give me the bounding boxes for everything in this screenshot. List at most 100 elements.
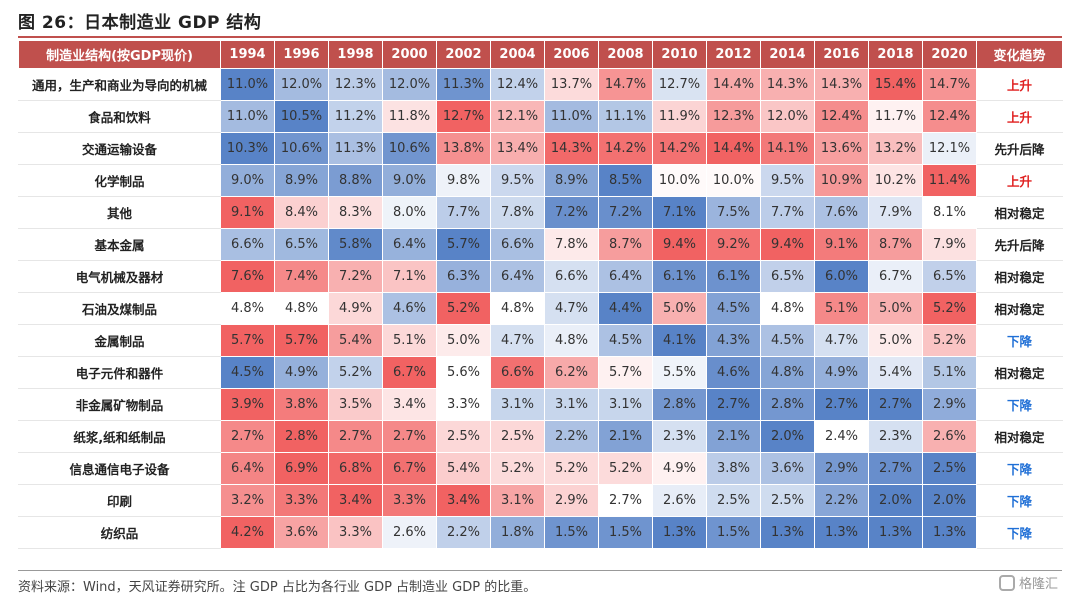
header-row: 制造业结构(按GDP现价) 1994 1996 1998 2000 2002 2004 20…: [18, 40, 1063, 69]
table-row: 纺织品 4.2% 3.6% 3.3% 2.6% 2.2% 1.8% 1.5% 1.5% 1.3% 1…: [18, 516, 1063, 549]
heat-cell: 12.4%: [814, 100, 869, 133]
heat-cell: 2.5%: [760, 484, 815, 517]
heat-cell: 5.2%: [598, 452, 653, 485]
heat-cell: 10.0%: [706, 164, 761, 197]
watermark-text: 格隆汇: [1018, 577, 1058, 592]
heat-cell: 2.9%: [814, 452, 869, 485]
heat-cell: 7.2%: [598, 196, 653, 229]
year-header-2018: 2018: [868, 40, 923, 69]
heat-cell: 4.3%: [706, 324, 761, 357]
heat-cell: 2.7%: [814, 388, 869, 421]
year-header-2016: 2016: [814, 40, 869, 69]
heat-cell: 1.3%: [760, 516, 815, 549]
heat-cell: 11.0%: [220, 68, 275, 101]
heat-cell: 4.5%: [220, 356, 275, 389]
heat-cell: 8.9%: [274, 164, 329, 197]
trend-label: 相对稳定: [976, 420, 1063, 453]
row-label: 印刷: [18, 484, 221, 517]
trend-label: 上升: [976, 100, 1063, 133]
heat-cell: 15.4%: [868, 68, 923, 101]
heat-cell: 6.4%: [490, 260, 545, 293]
heat-cell: 12.7%: [436, 100, 491, 133]
trend-label: 上升: [976, 164, 1063, 197]
row-label: 其他: [18, 196, 221, 229]
heat-cell: 11.0%: [544, 100, 599, 133]
heat-cell: 7.2%: [544, 196, 599, 229]
heat-cell: 4.9%: [652, 452, 707, 485]
heat-cell: 9.4%: [760, 228, 815, 261]
heat-cell: 9.2%: [706, 228, 761, 261]
year-header-2008: 2008: [598, 40, 653, 69]
heat-cell: 5.1%: [922, 356, 977, 389]
heat-cell: 3.1%: [544, 388, 599, 421]
heat-cell: 2.9%: [922, 388, 977, 421]
table-row: 通用，生产和商业为导向的机械 11.0% 12.0% 12.3% 12.0% 11.3% 1…: [18, 68, 1063, 101]
heat-cell: 4.5%: [706, 292, 761, 325]
heat-cell: 5.4%: [436, 452, 491, 485]
heat-cell: 8.4%: [274, 196, 329, 229]
heat-cell: 3.8%: [706, 452, 761, 485]
heat-cell: 10.6%: [382, 132, 437, 165]
heat-cell: 5.5%: [652, 356, 707, 389]
heat-cell: 6.1%: [706, 260, 761, 293]
row-label: 食品和饮料: [18, 100, 221, 133]
heat-cell: 13.8%: [436, 132, 491, 165]
heat-cell: 12.7%: [652, 68, 707, 101]
heat-cell: 2.7%: [328, 420, 383, 453]
heat-cell: 3.5%: [328, 388, 383, 421]
trend-label: 相对稳定: [976, 196, 1063, 229]
heat-cell: 3.1%: [490, 484, 545, 517]
heat-cell: 5.2%: [922, 292, 977, 325]
heat-cell: 8.7%: [598, 228, 653, 261]
heat-cell: 6.6%: [490, 228, 545, 261]
heat-cell: 6.7%: [382, 356, 437, 389]
year-header-2006: 2006: [544, 40, 599, 69]
heat-cell: 2.5%: [922, 452, 977, 485]
row-label: 纺织品: [18, 516, 221, 549]
heat-cell: 4.6%: [706, 356, 761, 389]
trend-label: 上升: [976, 68, 1063, 101]
heat-cell: 1.3%: [868, 516, 923, 549]
heat-cell: 3.3%: [274, 484, 329, 517]
heat-cell: 4.7%: [814, 324, 869, 357]
heat-cell: 2.7%: [706, 388, 761, 421]
table-row: 纸浆,纸和纸制品 2.7% 2.8% 2.7% 2.7% 2.5% 2.5% 2.2% 2.1%…: [18, 420, 1063, 453]
heat-cell: 6.6%: [544, 260, 599, 293]
heat-cell: 6.7%: [868, 260, 923, 293]
table-row: 基本金属 6.6% 6.5% 5.8% 6.4% 5.7% 6.6% 7.8% 8.7% 9.4%…: [18, 228, 1063, 261]
heat-cell: 11.3%: [436, 68, 491, 101]
heat-cell: 1.3%: [922, 516, 977, 549]
heat-cell: 6.5%: [760, 260, 815, 293]
figure-title: 图 26：日本制造业 GDP 结构: [18, 13, 262, 33]
heat-cell: 11.1%: [598, 100, 653, 133]
trend-label: 下降: [976, 484, 1063, 517]
heat-cell: 6.2%: [544, 356, 599, 389]
table-row: 化学制品 9.0% 8.9% 8.8% 9.0% 9.8% 9.5% 8.9% 8.5% 10.0…: [18, 164, 1063, 197]
heat-cell: 10.3%: [220, 132, 275, 165]
trend-label: 下降: [976, 388, 1063, 421]
heat-cell: 4.8%: [490, 292, 545, 325]
heat-cell: 6.3%: [436, 260, 491, 293]
heat-cell: 12.0%: [274, 68, 329, 101]
table-row: 电气机械及器材 7.6% 7.4% 7.2% 7.1% 6.3% 6.4% 6.6% 6.4% 6…: [18, 260, 1063, 293]
heat-cell: 7.9%: [868, 196, 923, 229]
heat-cell: 8.9%: [544, 164, 599, 197]
heat-cell: 5.4%: [868, 356, 923, 389]
heat-cell: 13.4%: [490, 132, 545, 165]
heat-cell: 1.8%: [490, 516, 545, 549]
heat-cell: 6.4%: [598, 260, 653, 293]
heat-cell: 10.9%: [814, 164, 869, 197]
heat-cell: 3.1%: [490, 388, 545, 421]
heat-cell: 5.1%: [382, 324, 437, 357]
heat-cell: 2.7%: [868, 388, 923, 421]
table-row: 交通运输设备 10.3% 10.6% 11.3% 10.6% 13.8% 13.4% 14.3…: [18, 132, 1063, 165]
heat-cell: 5.0%: [868, 292, 923, 325]
trend-header: 变化趋势: [976, 40, 1063, 69]
year-header-2004: 2004: [490, 40, 545, 69]
heatmap-table: 制造业结构(按GDP现价) 1994 1996 1998 2000 2002 2004 20…: [18, 40, 1063, 549]
heat-cell: 7.6%: [220, 260, 275, 293]
heat-cell: 8.7%: [868, 228, 923, 261]
year-header-2000: 2000: [382, 40, 437, 69]
heat-cell: 7.8%: [544, 228, 599, 261]
year-header-1996: 1996: [274, 40, 329, 69]
